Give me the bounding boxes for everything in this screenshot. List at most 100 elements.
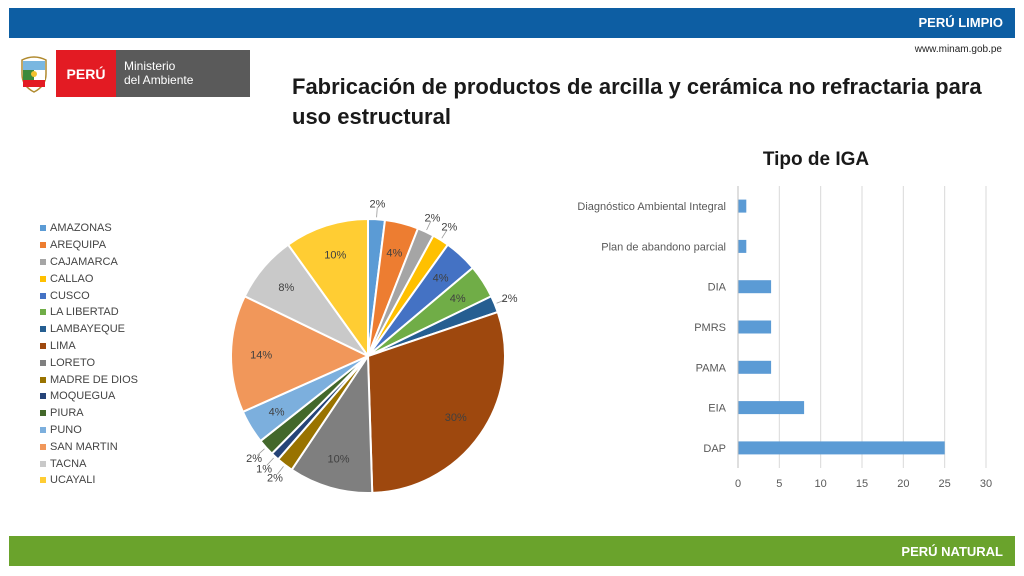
x-tick-label: 20 bbox=[897, 478, 909, 490]
leader-line bbox=[376, 207, 378, 218]
top-banner: PERÚ LIMPIO bbox=[9, 8, 1015, 38]
legend-item: AREQUIPA bbox=[40, 237, 138, 254]
y-category-label: Plan de abandono parcial bbox=[601, 241, 726, 253]
legend-label: LORETO bbox=[50, 356, 96, 369]
legend-item: MOQUEGUA bbox=[40, 388, 138, 405]
x-tick-label: 5 bbox=[776, 478, 782, 490]
legend-label: LIMA bbox=[50, 339, 76, 352]
x-tick-label: 15 bbox=[856, 478, 868, 490]
bottom-banner-text: PERÚ NATURAL bbox=[901, 544, 1003, 559]
legend-label: CUSCO bbox=[50, 289, 90, 302]
legend-label: CALLAO bbox=[50, 272, 94, 285]
bar bbox=[738, 401, 805, 415]
legend-item: PUNO bbox=[40, 422, 138, 439]
pie-data-label: 1% bbox=[256, 463, 272, 475]
legend-label: CAJAMARCA bbox=[50, 255, 118, 268]
coat-of-arms-icon bbox=[21, 56, 47, 93]
pie-data-label: 30% bbox=[445, 412, 467, 424]
legend-label: UCAYALI bbox=[50, 474, 96, 487]
legend-item: UCAYALI bbox=[40, 472, 138, 489]
pie-legend: AMAZONAS AREQUIPA CAJAMARCA CALLAO CUSCO LA L… bbox=[40, 220, 138, 489]
ministry-name: Ministerio del Ambiente bbox=[116, 50, 250, 97]
bar bbox=[738, 199, 747, 213]
website-url: www.minam.gob.pe bbox=[914, 44, 1002, 55]
legend-swatch bbox=[40, 460, 46, 467]
x-tick-label: 25 bbox=[939, 478, 951, 490]
legend-swatch bbox=[40, 443, 46, 450]
pie-data-label: 2% bbox=[267, 473, 283, 485]
leader-line bbox=[266, 457, 274, 466]
x-tick-label: 0 bbox=[735, 478, 741, 490]
legend-swatch bbox=[40, 225, 46, 232]
peru-label: PERÚ bbox=[56, 50, 116, 97]
legend-swatch bbox=[40, 359, 46, 366]
pie-data-label: 10% bbox=[324, 249, 346, 261]
legend-swatch bbox=[40, 292, 46, 299]
pie-data-label: 4% bbox=[386, 247, 402, 259]
ministry-logo: PERÚ Ministerio del Ambiente bbox=[14, 50, 250, 97]
legend-label: LA LIBERTAD bbox=[50, 306, 119, 319]
legend-item: CAJAMARCA bbox=[40, 254, 138, 271]
bar bbox=[738, 441, 945, 455]
legend-label: LAMBAYEQUE bbox=[50, 323, 125, 336]
legend-label: SAN MARTIN bbox=[50, 440, 118, 453]
legend-item: LAMBAYEQUE bbox=[40, 321, 138, 338]
legend-swatch bbox=[40, 393, 46, 400]
legend-item: CALLAO bbox=[40, 270, 138, 287]
legend-label: AMAZONAS bbox=[50, 222, 112, 235]
y-category-label: Diagnóstico Ambiental Integral bbox=[577, 201, 726, 213]
ministry-line1: Ministerio bbox=[124, 59, 176, 73]
legend-item: AMAZONAS bbox=[40, 220, 138, 237]
leader-line bbox=[441, 229, 448, 239]
x-tick-label: 30 bbox=[980, 478, 992, 490]
y-category-label: DIA bbox=[708, 282, 727, 294]
pie-data-label: 8% bbox=[278, 282, 294, 294]
y-category-label: EIA bbox=[708, 403, 726, 415]
legend-swatch bbox=[40, 342, 46, 349]
bar bbox=[738, 280, 772, 294]
legend-swatch bbox=[40, 426, 46, 433]
legend-swatch bbox=[40, 258, 46, 265]
legend-item: CUSCO bbox=[40, 287, 138, 304]
y-category-label: PMRS bbox=[694, 322, 726, 334]
leader-line bbox=[496, 299, 507, 304]
pie-slice bbox=[286, 217, 369, 360]
legend-item: PIURA bbox=[40, 405, 138, 422]
legend-swatch bbox=[40, 376, 46, 383]
legend-item: LORETO bbox=[40, 354, 138, 371]
pie-data-label: 2% bbox=[425, 212, 441, 224]
pie-slice bbox=[290, 352, 374, 494]
legend-label: MADRE DE DIOS bbox=[50, 373, 139, 386]
legend-item: MADRE DE DIOS bbox=[40, 371, 138, 388]
pie-data-label: 2% bbox=[441, 221, 457, 233]
pie-data-label: 4% bbox=[450, 293, 466, 305]
pie-data-label: 10% bbox=[327, 454, 349, 466]
slide-title: Fabricación de productos de arcilla y ce… bbox=[292, 74, 982, 129]
legend-item: LIMA bbox=[40, 338, 138, 355]
legend-swatch bbox=[40, 326, 46, 333]
legend-label: TACNA bbox=[50, 457, 87, 470]
top-banner-text: PERÚ LIMPIO bbox=[918, 15, 1003, 30]
bar bbox=[738, 360, 772, 374]
legend-swatch bbox=[40, 477, 46, 484]
leader-line bbox=[277, 466, 284, 475]
pie-data-label: 2% bbox=[370, 198, 386, 210]
pie-slice bbox=[230, 294, 371, 414]
x-tick-label: 10 bbox=[815, 478, 827, 490]
y-category-label: PAMA bbox=[696, 362, 727, 374]
legend-item: LA LIBERTAD bbox=[40, 304, 138, 321]
legend-label: AREQUIPA bbox=[50, 239, 107, 252]
leader-line bbox=[426, 220, 432, 231]
legend-item: TACNA bbox=[40, 455, 138, 472]
legend-label: PIURA bbox=[50, 407, 84, 420]
pie-data-label: 2% bbox=[502, 293, 518, 305]
legend-swatch bbox=[40, 275, 46, 282]
y-category-label: DAP bbox=[703, 443, 726, 455]
legend-swatch bbox=[40, 410, 46, 417]
bottom-banner: PERÚ NATURAL bbox=[9, 536, 1015, 566]
bar bbox=[738, 239, 747, 253]
ministry-line2: del Ambiente bbox=[124, 73, 194, 87]
pie-data-label: 2% bbox=[246, 453, 262, 465]
